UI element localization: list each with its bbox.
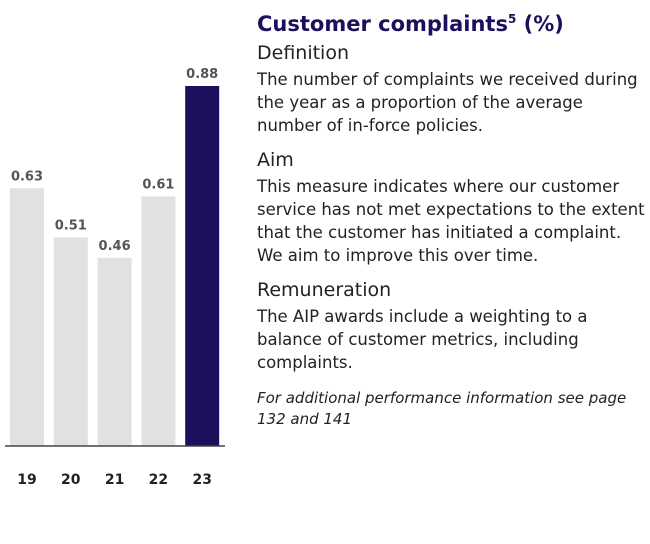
x-tick-label: 19 (17, 472, 36, 488)
footnote: For additional performance information s… (257, 389, 627, 428)
title-note: 5 (507, 12, 517, 26)
section-heading: Remuneration (257, 279, 392, 301)
value-label: 0.61 (142, 177, 174, 192)
bar (97, 257, 132, 446)
section-heading: Definition (257, 42, 350, 64)
bar (10, 188, 44, 447)
value-label: 0.63 (11, 169, 43, 184)
x-tick-label: 21 (105, 472, 124, 488)
bar (141, 196, 176, 446)
section-heading: Aim (257, 149, 294, 171)
text-column: Customer complaints5 (%) Definition The n… (257, 12, 647, 442)
sections: Definition The number of complaints we re… (257, 42, 647, 374)
x-tick-label: 23 (192, 472, 211, 488)
title-text: Customer complaints (257, 12, 508, 36)
bar (185, 86, 220, 446)
x-tick-label: 22 (149, 472, 168, 488)
value-label: 0.46 (99, 239, 131, 254)
chart: 0.63 19 0.51 20 0.46 21 0.61 22 0.88 23 (5, 67, 225, 488)
title-unit: (%) (523, 12, 564, 36)
section-body: The number of complaints we received dur… (257, 70, 638, 135)
section-body: This measure indicates where our custome… (257, 177, 645, 265)
bar (53, 237, 88, 446)
section-body: The AIP awards include a weighting to a … (257, 307, 588, 372)
value-label: 0.51 (55, 218, 87, 233)
title: Customer complaints5 (%) (257, 12, 647, 36)
x-tick-label: 20 (61, 472, 81, 488)
value-label: 0.88 (186, 67, 218, 82)
